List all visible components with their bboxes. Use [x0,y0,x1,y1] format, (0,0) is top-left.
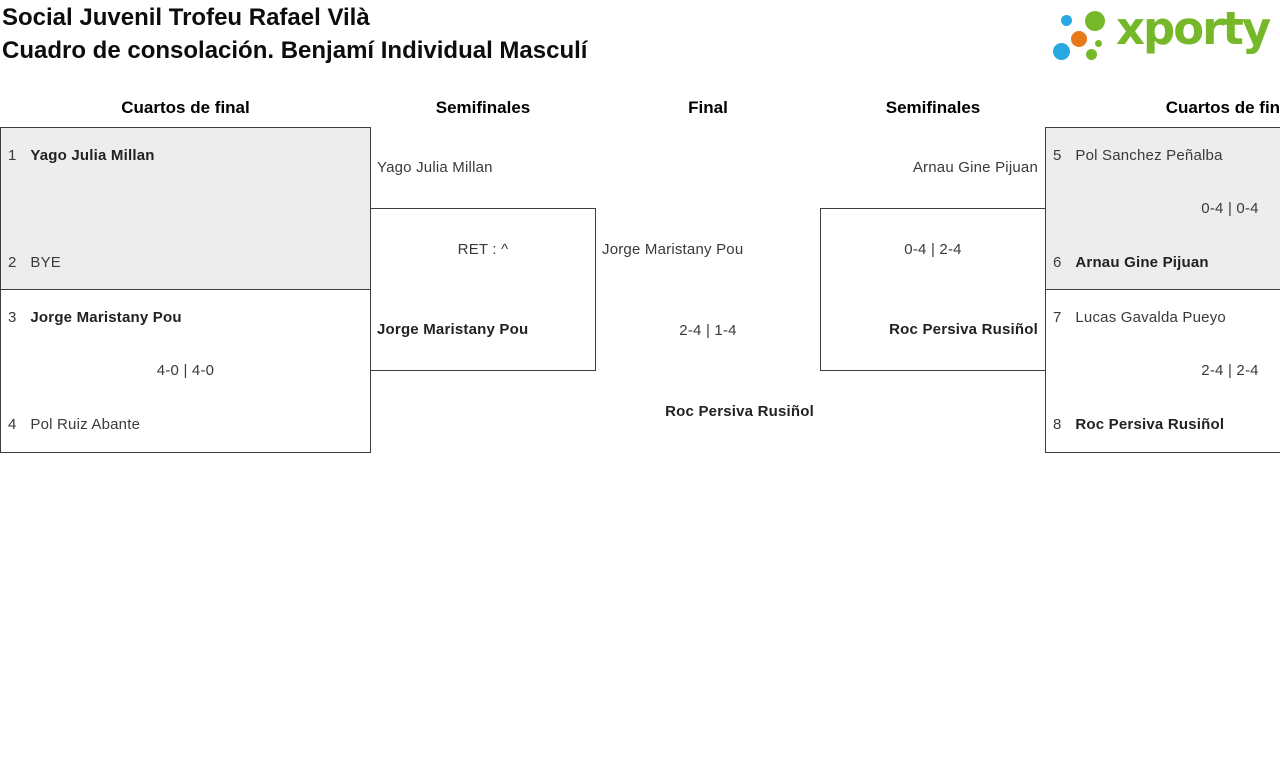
player-row: 6 Arnau Gine Pijuan [1053,255,1209,271]
match-box-qf-right-top [1045,127,1280,290]
player-name: Yago Julia Millan [377,159,493,176]
player-row: 2 BYE [8,255,61,271]
match-score: RET : ^ [457,241,509,258]
round-header-semifinals-right: Semifinales [885,98,981,117]
player-name: Jorge Maristany Pou [602,241,744,258]
seed-number: 4 [8,416,17,433]
player-name: Jorge Maristany Pou [377,321,529,338]
round-header-quarterfinals-right: Cuartos de final [1165,98,1280,117]
seed-number: 7 [1053,309,1062,326]
match-score: 2-4 | 1-4 [679,322,737,339]
seed-number: 3 [8,309,17,326]
match-box-qf-left-bottom [0,289,371,453]
round-header-quarterfinals-left: Cuartos de final [121,98,250,117]
player-name: Roc Persiva Rusiñol [889,321,1038,338]
player-row: 3 Jorge Maristany Pou [8,310,182,326]
player-name: Jorge Maristany Pou [30,309,182,326]
player-name: Roc Persiva Rusiñol [1075,416,1225,433]
player-name: Pol Ruiz Abante [30,416,141,433]
logo-dot-blue-small-icon [1061,15,1072,26]
logo-dot-green-large-icon [1085,11,1105,31]
player-name: Arnau Gine Pijuan [912,159,1038,176]
tournament-title: Social Juvenil Trofeu Rafael Vilà [2,4,370,31]
seed-number: 5 [1053,147,1062,164]
player-row: 1 Yago Julia Millan [8,148,155,164]
champion-name: Roc Persiva Rusiñol [665,403,814,420]
player-row: 5 Pol Sanchez Peñalba [1053,148,1223,164]
player-name: Arnau Gine Pijuan [1075,254,1209,271]
xporty-logo[interactable]: xporty [1050,2,1280,67]
match-score: 0-4 | 2-4 [904,241,962,258]
match-score: 0-4 | 0-4 [1201,200,1259,217]
logo-dot-green-tiny-icon [1095,40,1102,47]
match-box-qf-left-top [0,127,371,290]
logo-wordmark: xporty [1116,2,1271,55]
draw-subtitle: Cuadro de consolación. Benjamí Individua… [2,37,588,64]
match-box-sf-left [370,208,596,371]
round-header-final: Final [688,98,728,117]
logo-dot-orange-icon [1071,31,1087,47]
seed-number: 6 [1053,254,1062,271]
round-header-semifinals-left: Semifinales [435,98,531,117]
player-row: 7 Lucas Gavalda Pueyo [1053,310,1226,326]
match-box-qf-right-bottom [1045,289,1280,453]
player-name: Pol Sanchez Peñalba [1075,147,1223,164]
seed-number: 8 [1053,416,1062,433]
match-score: 2-4 | 2-4 [1201,362,1259,379]
match-box-sf-right [820,208,1046,371]
logo-dot-blue-large-icon [1053,43,1070,60]
page-header: Social Juvenil Trofeu Rafael Vilà Cuadro… [2,1,587,67]
player-name: BYE [30,254,61,271]
seed-number: 1 [8,147,17,164]
player-row: 4 Pol Ruiz Abante [8,417,140,433]
player-name: Yago Julia Millan [30,147,155,164]
player-name: Lucas Gavalda Pueyo [1075,309,1226,326]
logo-dot-green-small-icon [1086,49,1097,60]
seed-number: 2 [8,254,17,271]
player-row: 8 Roc Persiva Rusiñol [1053,417,1224,433]
match-score: 4-0 | 4-0 [156,362,215,379]
